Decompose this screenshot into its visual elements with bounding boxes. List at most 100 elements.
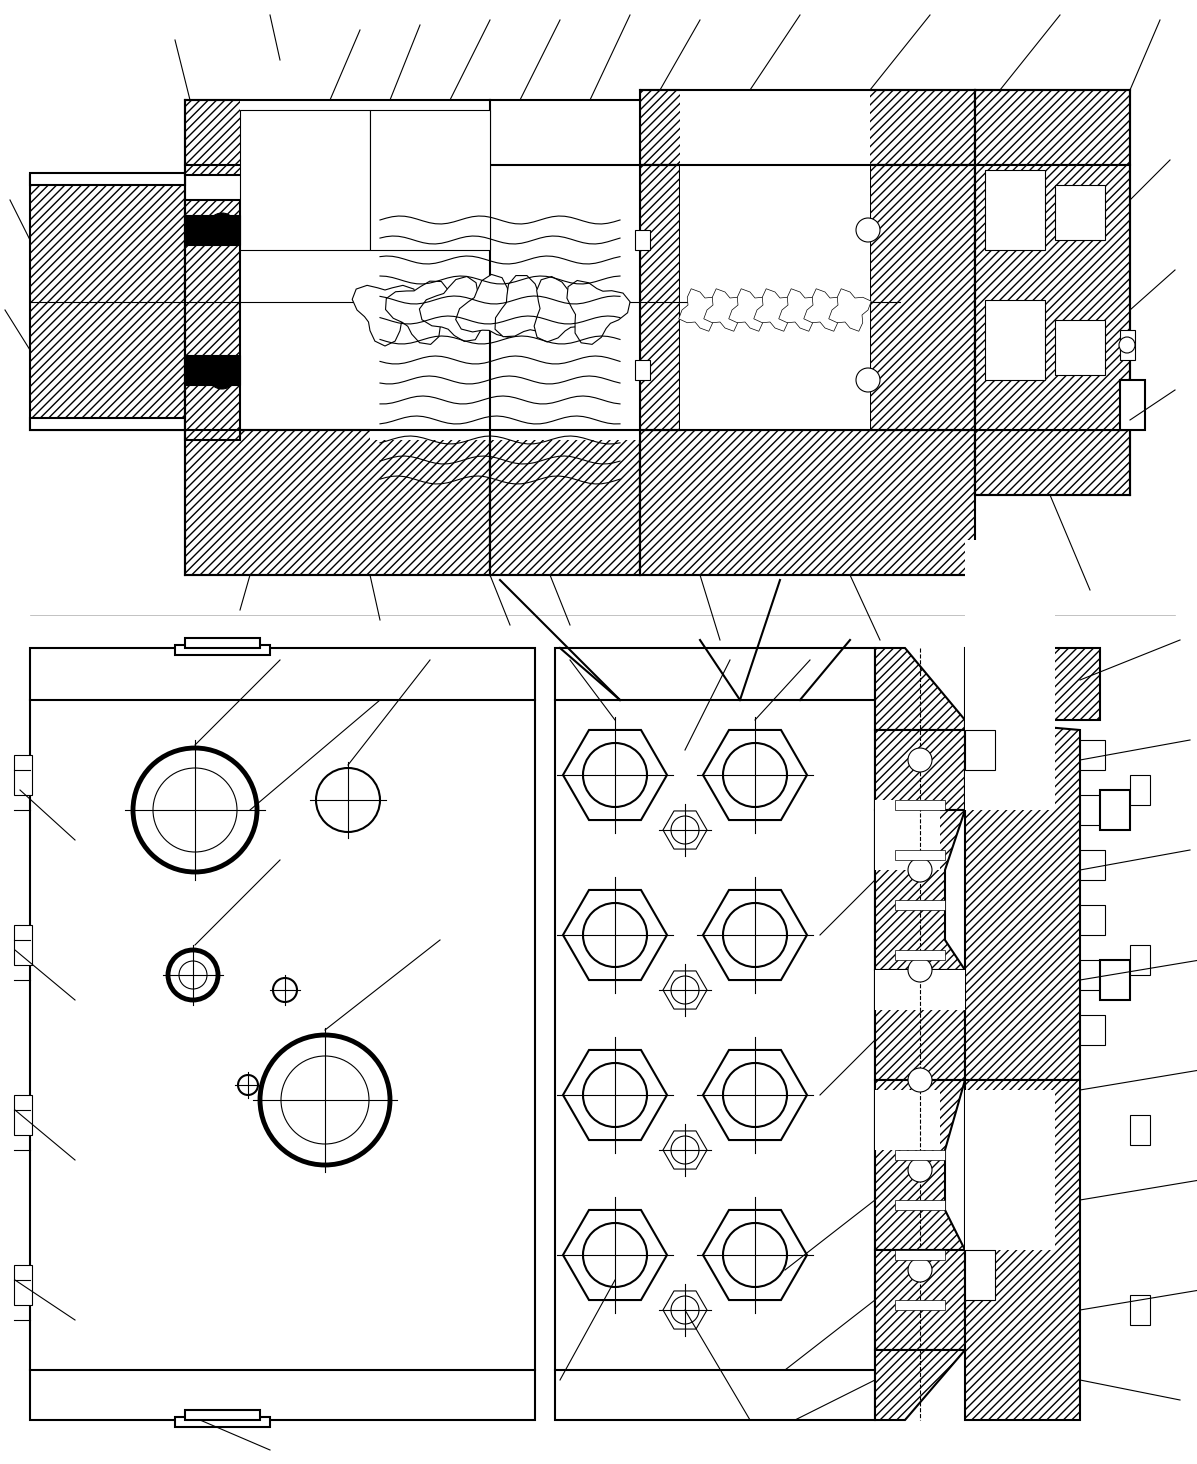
Bar — [1100, 791, 1130, 830]
Polygon shape — [704, 288, 746, 331]
Circle shape — [180, 960, 207, 990]
Bar — [1055, 321, 1105, 375]
Circle shape — [723, 744, 786, 807]
Circle shape — [260, 1035, 390, 1165]
Polygon shape — [567, 281, 630, 344]
Bar — [1080, 795, 1105, 826]
Polygon shape — [875, 810, 965, 971]
Circle shape — [583, 744, 648, 807]
Bar — [186, 638, 260, 649]
Polygon shape — [186, 354, 241, 385]
Polygon shape — [703, 890, 807, 979]
Polygon shape — [965, 720, 1080, 1080]
Bar — [1100, 960, 1130, 1000]
Polygon shape — [496, 275, 559, 337]
Bar — [1080, 1015, 1105, 1045]
Circle shape — [672, 976, 699, 1004]
Bar — [1130, 1296, 1150, 1325]
Circle shape — [672, 1136, 699, 1164]
Polygon shape — [456, 274, 521, 337]
Bar — [30, 649, 535, 1420]
Bar — [490, 201, 640, 430]
Bar — [895, 799, 944, 810]
Bar — [965, 731, 995, 770]
Polygon shape — [280, 60, 379, 100]
Polygon shape — [663, 811, 707, 849]
Circle shape — [909, 957, 932, 982]
Bar — [1080, 739, 1105, 770]
Circle shape — [723, 1222, 786, 1287]
Circle shape — [583, 1222, 648, 1287]
Polygon shape — [828, 288, 871, 331]
Polygon shape — [703, 1209, 807, 1300]
Bar — [985, 300, 1045, 381]
Polygon shape — [965, 649, 1100, 720]
Polygon shape — [563, 1050, 667, 1140]
Polygon shape — [352, 285, 418, 346]
Bar — [1080, 851, 1105, 880]
Circle shape — [909, 748, 932, 772]
Bar — [895, 1200, 944, 1211]
Bar — [1130, 774, 1150, 805]
Bar — [14, 1265, 32, 1304]
Bar — [14, 1095, 32, 1135]
Bar — [985, 170, 1045, 250]
Bar — [895, 1300, 944, 1310]
Bar — [490, 0, 640, 201]
Bar — [634, 230, 650, 250]
Circle shape — [723, 903, 786, 968]
Bar — [965, 1091, 1055, 1250]
Circle shape — [208, 362, 236, 389]
Polygon shape — [976, 89, 1130, 165]
Polygon shape — [563, 1209, 667, 1300]
Polygon shape — [976, 165, 1130, 430]
Bar — [555, 649, 875, 1420]
Bar — [875, 971, 965, 1010]
Circle shape — [281, 1056, 369, 1143]
Bar — [30, 173, 186, 184]
Bar — [1130, 1116, 1150, 1145]
Polygon shape — [754, 288, 796, 331]
Bar — [175, 1417, 271, 1427]
Bar — [1120, 329, 1135, 360]
Polygon shape — [563, 890, 667, 979]
Bar — [186, 1410, 260, 1420]
Circle shape — [723, 1063, 786, 1127]
Polygon shape — [679, 288, 722, 331]
Polygon shape — [729, 288, 771, 331]
Circle shape — [672, 815, 699, 845]
Polygon shape — [803, 288, 846, 331]
Circle shape — [583, 903, 648, 968]
Circle shape — [909, 1258, 932, 1282]
Polygon shape — [875, 1080, 965, 1250]
Polygon shape — [640, 165, 680, 430]
Circle shape — [208, 212, 236, 242]
Bar — [634, 360, 650, 381]
Bar — [965, 540, 1055, 810]
Polygon shape — [186, 100, 490, 176]
Bar — [965, 1250, 995, 1300]
Polygon shape — [186, 215, 241, 244]
Polygon shape — [640, 430, 976, 575]
Polygon shape — [30, 176, 186, 430]
Circle shape — [672, 1296, 699, 1323]
Bar — [1120, 381, 1146, 430]
Polygon shape — [663, 1132, 707, 1170]
Circle shape — [583, 1063, 648, 1127]
Polygon shape — [419, 277, 481, 341]
Circle shape — [1119, 337, 1135, 353]
Polygon shape — [965, 1080, 1080, 1420]
Bar — [1080, 905, 1105, 935]
Polygon shape — [385, 281, 448, 344]
Polygon shape — [703, 731, 807, 820]
Bar — [175, 646, 271, 654]
Polygon shape — [875, 1250, 965, 1350]
Bar — [30, 419, 186, 430]
Bar — [1130, 944, 1150, 975]
Circle shape — [316, 769, 379, 832]
Bar — [370, 110, 490, 250]
Circle shape — [133, 748, 257, 873]
Polygon shape — [875, 649, 965, 731]
Circle shape — [168, 950, 218, 1000]
Bar — [875, 1091, 940, 1151]
